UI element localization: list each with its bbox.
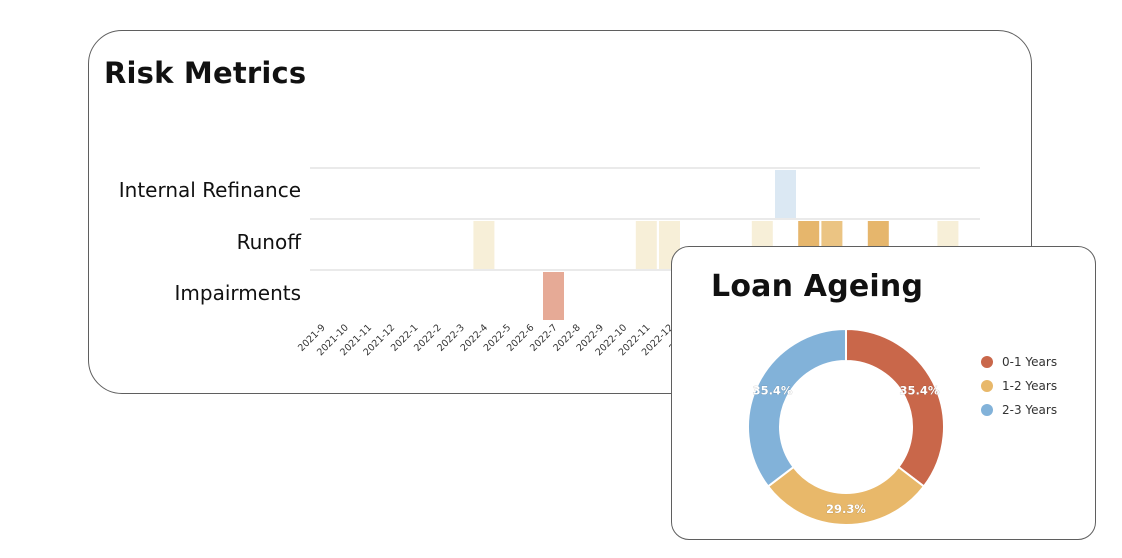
loan-ageing-title: Loan Ageing [711, 269, 924, 304]
legend-label: 2-3 Years [1002, 403, 1058, 417]
heatmap-cell [543, 272, 564, 320]
row-label-impairments: Impairments [174, 281, 301, 305]
donut-value-label: 35.4% [900, 384, 940, 398]
legend-label: 0-1 Years [1002, 355, 1058, 369]
loan-ageing-card: Loan Ageing 35.4% 29.3% 35.4% 0-1 Years 1-… [671, 246, 1096, 540]
legend-item-0-1-years[interactable]: 0-1 Years [981, 350, 1057, 374]
donut-slice [766, 465, 926, 526]
heatmap-cell [473, 221, 495, 269]
donut-slice [747, 327, 847, 488]
heatmap-cell [635, 221, 657, 269]
donut-slice [845, 327, 945, 488]
donut-value-label: 35.4% [753, 384, 793, 398]
heatmap-cell [775, 170, 796, 218]
legend-dot-icon [981, 356, 993, 368]
legend-label: 1-2 Years [1002, 379, 1058, 393]
legend-dot-icon [981, 404, 993, 416]
legend-item-2-3-years[interactable]: 2-3 Years [981, 398, 1057, 422]
loan-ageing-legend: 0-1 Years 1-2 Years 2-3 Years [981, 350, 1057, 422]
row-label-runoff: Runoff [236, 230, 301, 254]
legend-item-1-2-years[interactable]: 1-2 Years [981, 374, 1057, 398]
legend-dot-icon [981, 380, 993, 392]
donut-value-label: 29.3% [826, 502, 866, 516]
risk-metrics-title: Risk Metrics [104, 56, 307, 90]
row-label-internal-refinance: Internal Refinance [118, 178, 301, 202]
loan-ageing-donut-chart: 35.4% 29.3% 35.4% [747, 327, 945, 526]
